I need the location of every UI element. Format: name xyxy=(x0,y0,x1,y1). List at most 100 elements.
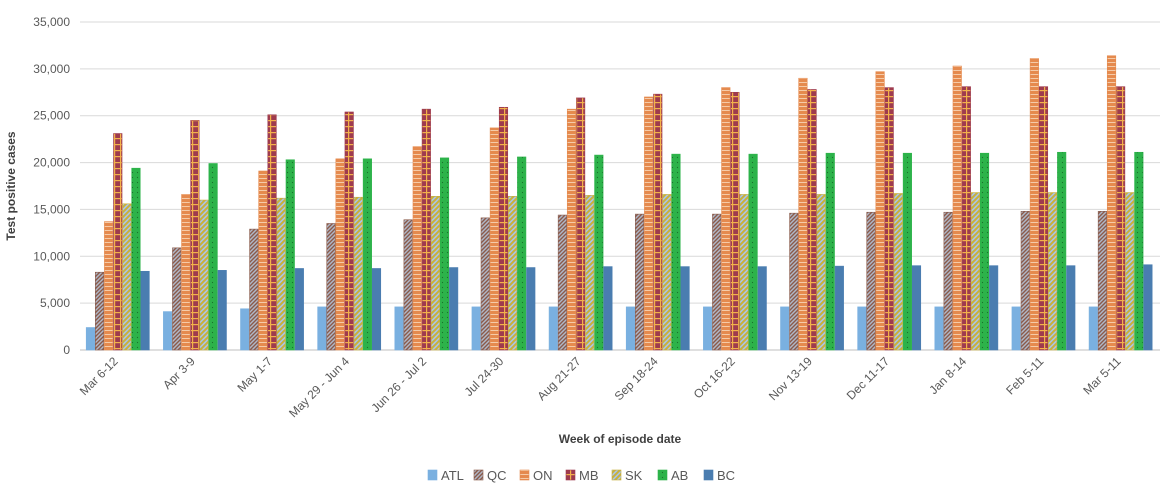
bar-on xyxy=(335,158,345,351)
x-tick-label: Mar 5-11 xyxy=(1080,354,1123,397)
bar-sk xyxy=(1048,192,1058,351)
bar-sk xyxy=(276,197,286,351)
bar-on xyxy=(566,108,577,351)
bar-on xyxy=(798,77,808,351)
bar-atl xyxy=(471,306,481,351)
x-tick-label: Oct 16-22 xyxy=(691,354,738,401)
bar-ab xyxy=(594,154,604,351)
y-tick-label: 5,000 xyxy=(40,296,70,310)
legend-label-ab: AB xyxy=(671,468,688,483)
bar-qc xyxy=(249,228,259,351)
y-tick-label: 25,000 xyxy=(33,109,70,123)
bar-qc xyxy=(95,271,105,351)
bar-bc xyxy=(603,266,613,351)
bar-bc xyxy=(294,268,304,351)
legend-swatch-ab xyxy=(657,469,668,481)
legend-label-mb: MB xyxy=(579,468,599,483)
bar-mb xyxy=(730,91,740,351)
bar-atl xyxy=(1011,306,1021,351)
bar-ab xyxy=(1057,151,1067,351)
bar-atl xyxy=(548,306,558,351)
x-tick-label: Dec 11-17 xyxy=(844,354,893,403)
bar-on xyxy=(489,127,499,351)
y-tick-label: 35,000 xyxy=(33,15,70,29)
bar-bc xyxy=(757,266,767,351)
legend-label-on: ON xyxy=(533,468,553,483)
bar-atl xyxy=(85,327,96,351)
bar-mb xyxy=(653,93,663,351)
bar-qc xyxy=(635,213,645,351)
bar-mb xyxy=(421,108,431,351)
bar-ab xyxy=(671,153,681,351)
bar-mb xyxy=(961,86,971,351)
bar-on xyxy=(644,96,654,351)
bar-bc xyxy=(140,270,150,351)
x-tick-label: Mar 6-12 xyxy=(77,354,121,398)
bar-qc xyxy=(789,212,799,351)
bar-ab xyxy=(285,159,295,351)
bar-bc xyxy=(449,267,459,351)
bar-ab xyxy=(902,152,912,351)
bar-sk xyxy=(122,203,132,351)
bar-qc xyxy=(1020,211,1030,351)
bar-on xyxy=(875,71,885,351)
bar-atl xyxy=(317,306,327,351)
bar-sk xyxy=(585,195,595,351)
bar-mb xyxy=(1116,86,1126,351)
bar-sk xyxy=(739,194,749,351)
bar-qc xyxy=(712,213,722,351)
legend-label-bc: BC xyxy=(717,468,735,483)
bar-bc xyxy=(371,268,382,351)
legend-swatch-mb xyxy=(565,469,576,481)
x-tick-label: Jan 8-14 xyxy=(926,354,969,397)
bar-qc xyxy=(1097,211,1107,351)
bar-mb xyxy=(190,120,200,351)
bar-qc xyxy=(557,214,567,351)
x-tick-label: Jun 26 - Jul 2 xyxy=(368,354,429,415)
legend-swatch-bc xyxy=(703,469,714,481)
legend-label-qc: QC xyxy=(487,468,507,483)
bar-sk xyxy=(662,194,672,351)
legend-swatch-sk xyxy=(611,469,622,481)
x-tick-label: Apr 3-9 xyxy=(160,354,198,392)
bar-qc xyxy=(480,217,490,351)
bar-atl xyxy=(625,306,636,351)
bar-ab xyxy=(131,167,141,351)
bar-bc xyxy=(834,265,844,351)
bar-bc xyxy=(680,266,690,351)
bar-bc xyxy=(1143,264,1153,351)
bar-atl xyxy=(240,308,250,351)
y-tick-label: 30,000 xyxy=(33,62,70,76)
bar-ab xyxy=(517,156,527,351)
bar-atl xyxy=(1088,306,1098,351)
x-axis-title: Week of episode date xyxy=(559,432,682,446)
y-tick-label: 0 xyxy=(63,343,70,357)
bar-qc xyxy=(866,211,876,351)
y-tick-label: 10,000 xyxy=(33,249,70,263)
bar-atl xyxy=(780,306,790,351)
x-tick-label: Sep 18-24 xyxy=(612,354,661,403)
bar-on xyxy=(258,170,268,351)
x-tick-label: Nov 13-19 xyxy=(766,354,815,403)
bar-atl xyxy=(394,306,404,351)
bar-ab xyxy=(1134,151,1144,351)
x-tick-label: May 29 - Jun 4 xyxy=(286,354,352,420)
bar-bc xyxy=(526,267,536,351)
bar-sk xyxy=(353,196,363,351)
bar-mb xyxy=(576,97,586,351)
x-tick-label: Feb 5-11 xyxy=(1003,354,1046,397)
bar-bc xyxy=(911,265,922,351)
x-tick-label: Aug 21-27 xyxy=(534,354,583,403)
bar-sk xyxy=(430,196,440,351)
bar-sk xyxy=(893,193,903,351)
bar-qc xyxy=(326,223,336,351)
bar-sk xyxy=(1125,192,1135,351)
legend-swatch-on xyxy=(519,469,530,481)
bar-on xyxy=(1029,58,1039,351)
bar-atl xyxy=(857,306,867,351)
bar-atl xyxy=(934,306,944,351)
bar-sk xyxy=(970,192,980,351)
y-tick-label: 15,000 xyxy=(33,202,70,216)
bar-atl xyxy=(163,311,173,351)
